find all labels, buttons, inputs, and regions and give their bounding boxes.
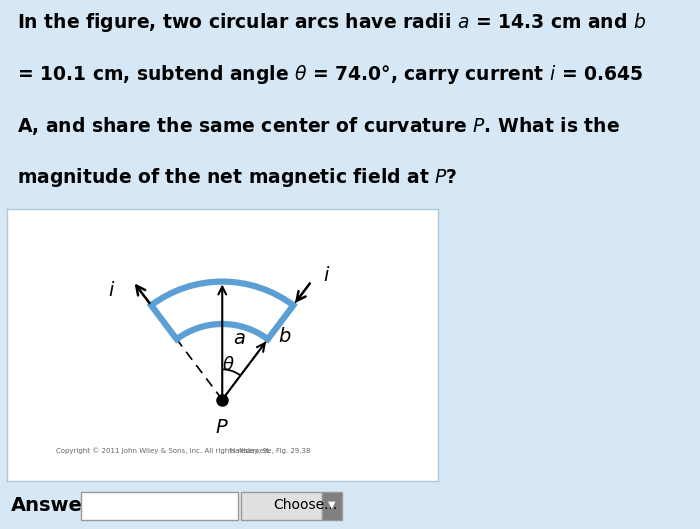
Text: $a$: $a$ bbox=[233, 329, 246, 348]
Text: In the figure, two circular arcs have radii $a$ = 14.3 cm and $b$: In the figure, two circular arcs have ra… bbox=[18, 12, 647, 34]
Text: Answer:: Answer: bbox=[10, 496, 99, 515]
Text: Choose...: Choose... bbox=[273, 498, 337, 512]
Text: A, and share the same center of curvature $P$. What is the: A, and share the same center of curvatur… bbox=[18, 115, 620, 136]
FancyBboxPatch shape bbox=[241, 492, 322, 521]
Text: ▼: ▼ bbox=[328, 500, 335, 510]
Text: $i$: $i$ bbox=[323, 266, 330, 285]
FancyBboxPatch shape bbox=[322, 492, 342, 521]
Text: Copyright © 2011 John Wiley & Sons, Inc. All rights reserved.: Copyright © 2011 John Wiley & Sons, Inc.… bbox=[56, 448, 270, 454]
FancyBboxPatch shape bbox=[80, 492, 238, 521]
Text: $i$: $i$ bbox=[108, 281, 116, 300]
Text: magnitude of the net magnetic field at $P$?: magnitude of the net magnetic field at $… bbox=[18, 166, 458, 189]
Text: $b$: $b$ bbox=[279, 327, 292, 345]
Text: Halliday, 9e, Fig. 29.38: Halliday, 9e, Fig. 29.38 bbox=[230, 448, 310, 454]
Text: $P$: $P$ bbox=[216, 418, 229, 437]
Text: = 10.1 cm, subtend angle $\theta$ = 74.0°, carry current $i$ = 0.645: = 10.1 cm, subtend angle $\theta$ = 74.0… bbox=[18, 63, 644, 86]
Text: $\theta$: $\theta$ bbox=[223, 356, 235, 374]
